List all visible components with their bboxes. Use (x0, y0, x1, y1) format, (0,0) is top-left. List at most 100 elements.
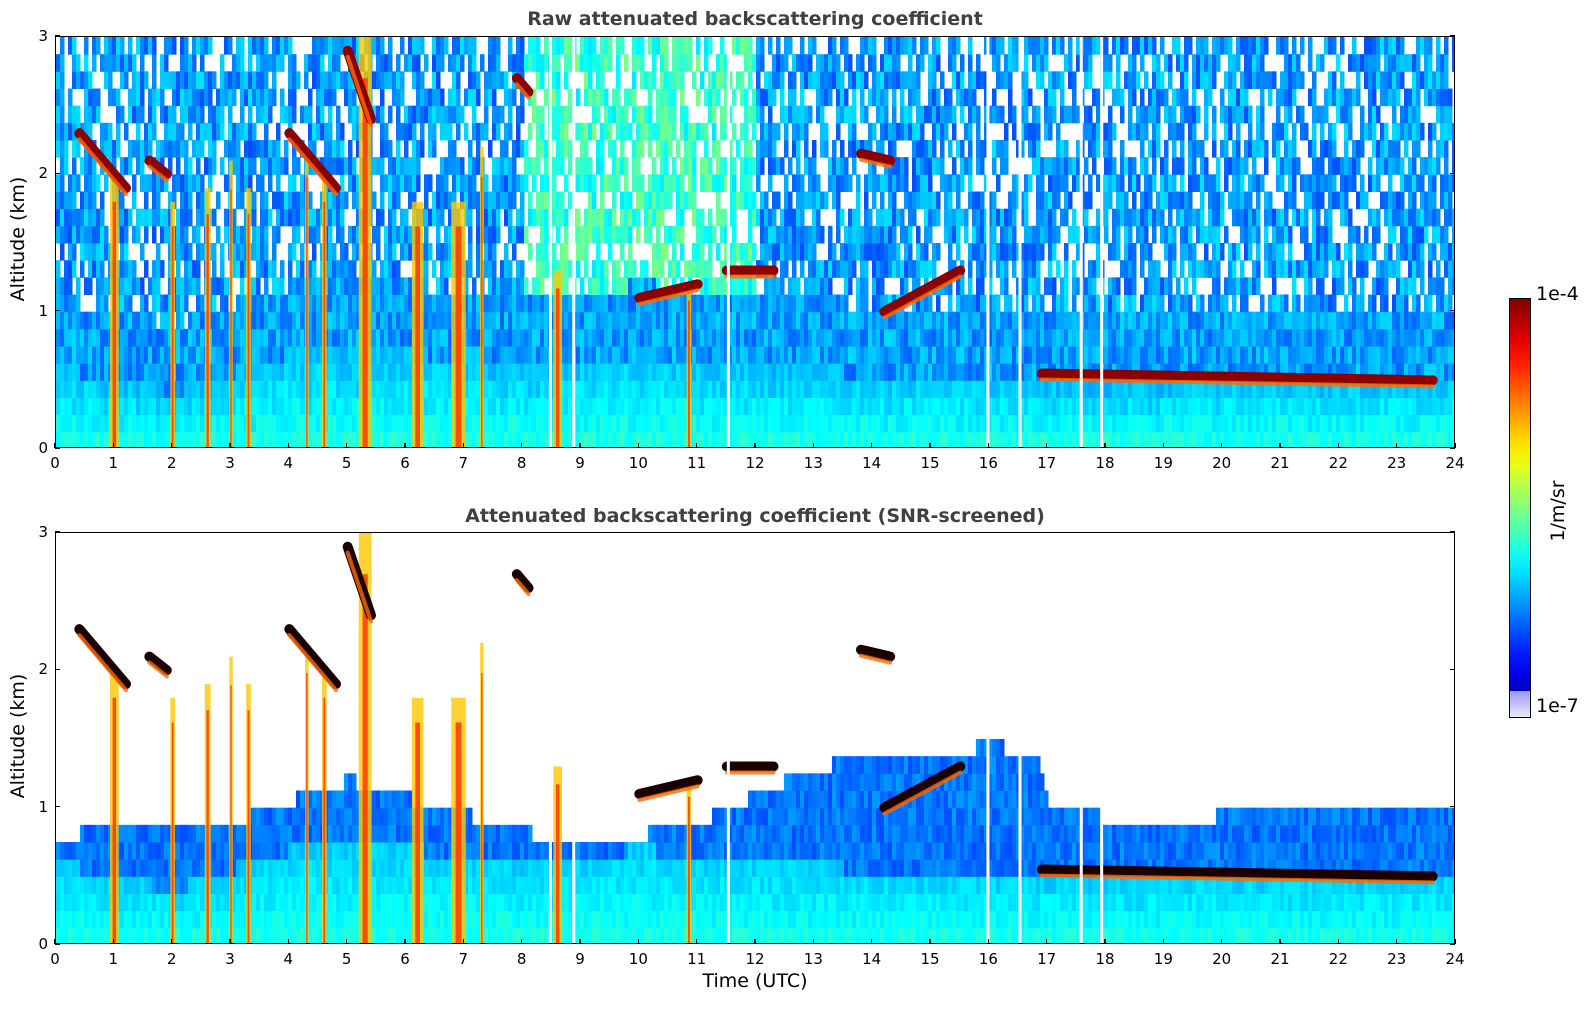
heatmap-cell (312, 37, 317, 55)
heatmap-cell (104, 431, 109, 447)
heatmap-cell (1064, 208, 1069, 227)
heatmap-cell (952, 363, 957, 381)
heatmap-cell (148, 88, 153, 107)
heatmap-cell (536, 294, 541, 313)
heatmap-cell (76, 346, 81, 364)
heatmap-cell (756, 414, 761, 433)
heatmap-cell (900, 380, 905, 398)
heatmap-cell (312, 71, 317, 89)
heatmap-cell (688, 157, 693, 175)
heatmap-cell (204, 71, 209, 89)
heatmap-cell (144, 363, 149, 381)
heatmap-cell (864, 71, 869, 89)
heatmap-cell (448, 380, 453, 398)
heatmap-cell (1056, 346, 1061, 364)
heatmap-cell (220, 294, 225, 313)
heatmap-cell (636, 37, 641, 55)
heatmap-cell (224, 380, 229, 398)
heatmap-cell (1016, 294, 1021, 313)
heatmap-cell (432, 105, 437, 124)
heatmap-cell (784, 363, 789, 381)
heatmap-cell (60, 140, 65, 158)
heatmap-cell (108, 54, 113, 72)
heatmap-cell (760, 243, 765, 261)
heatmap-cell (532, 294, 537, 313)
heatmap-cell (1048, 157, 1053, 175)
heatmap-cell (568, 328, 573, 347)
heatmap-cell (860, 243, 865, 261)
heatmap-cell (264, 122, 269, 141)
heatmap-cell (468, 346, 473, 364)
heatmap-cell (236, 157, 241, 175)
heatmap-cell (648, 380, 653, 398)
heatmap-cell (544, 363, 549, 381)
heatmap-cell (388, 174, 393, 192)
heatmap-cell (340, 37, 345, 55)
heatmap-cell (356, 191, 361, 210)
heatmap-cell (396, 397, 401, 416)
heatmap-cell (244, 157, 249, 175)
heatmap-cell (144, 294, 149, 313)
heatmap-cell (148, 328, 153, 347)
heatmap-cell (308, 363, 313, 381)
heatmap-cell (800, 37, 805, 55)
heatmap-cell (704, 380, 709, 398)
heatmap-cell (916, 363, 921, 381)
heatmap-cell (860, 37, 865, 55)
heatmap-cell (844, 431, 849, 447)
heatmap-cell (564, 105, 569, 124)
heatmap-cell (168, 414, 173, 433)
heatmap-cell (888, 122, 893, 141)
heatmap-cell (520, 311, 525, 330)
heatmap-cell (900, 431, 905, 447)
heatmap-cell (932, 54, 937, 72)
heatmap-cell (1012, 431, 1017, 447)
heatmap-cell (852, 122, 857, 141)
heatmap-cell (604, 208, 609, 227)
heatmap-cell (580, 328, 585, 347)
heatmap-cell (512, 157, 517, 175)
heatmap-cell (632, 88, 637, 107)
heatmap-cell (984, 294, 989, 313)
heatmap-cell (296, 380, 301, 398)
heatmap-cell (920, 260, 925, 278)
heatmap-cell (436, 397, 441, 416)
heatmap-cell (96, 243, 101, 261)
heatmap-cell (60, 225, 65, 244)
heatmap-cell (372, 71, 377, 89)
heatmap-cell (800, 431, 805, 447)
heatmap-cell (1032, 54, 1037, 72)
heatmap-cell (1028, 174, 1033, 192)
heatmap-cell (388, 311, 393, 330)
heatmap-cell (96, 346, 101, 364)
heatmap-cell (308, 225, 313, 244)
heatmap-cell (408, 311, 413, 330)
heatmap-cell (944, 431, 949, 447)
heatmap-cell (1028, 328, 1033, 347)
heatmap-cell (904, 431, 909, 447)
heatmap-cell (124, 243, 129, 261)
heatmap-cell (328, 294, 333, 313)
heatmap-cell (196, 277, 201, 295)
heatmap-cell (448, 105, 453, 124)
heatmap-cell (584, 88, 589, 107)
heatmap-cell (1016, 414, 1021, 433)
heatmap-cell (76, 363, 81, 381)
heatmap-cell (580, 174, 585, 192)
heatmap-cell (988, 277, 993, 295)
heatmap-cell (92, 363, 97, 381)
heatmap-cell (80, 243, 85, 261)
heatmap-cell (892, 71, 897, 89)
heatmap-cell (72, 191, 77, 210)
heatmap-cell (440, 311, 445, 330)
heatmap-cell (728, 71, 733, 89)
heatmap-cell (800, 346, 805, 364)
heatmap-cell (1024, 54, 1029, 72)
heatmap-cell (180, 88, 185, 107)
heatmap-cell (704, 225, 709, 244)
heatmap-cell (916, 311, 921, 330)
heatmap-cell (956, 191, 961, 210)
heatmap-cell (924, 363, 929, 381)
heatmap-cell (152, 294, 157, 313)
heatmap-cell (792, 294, 797, 313)
